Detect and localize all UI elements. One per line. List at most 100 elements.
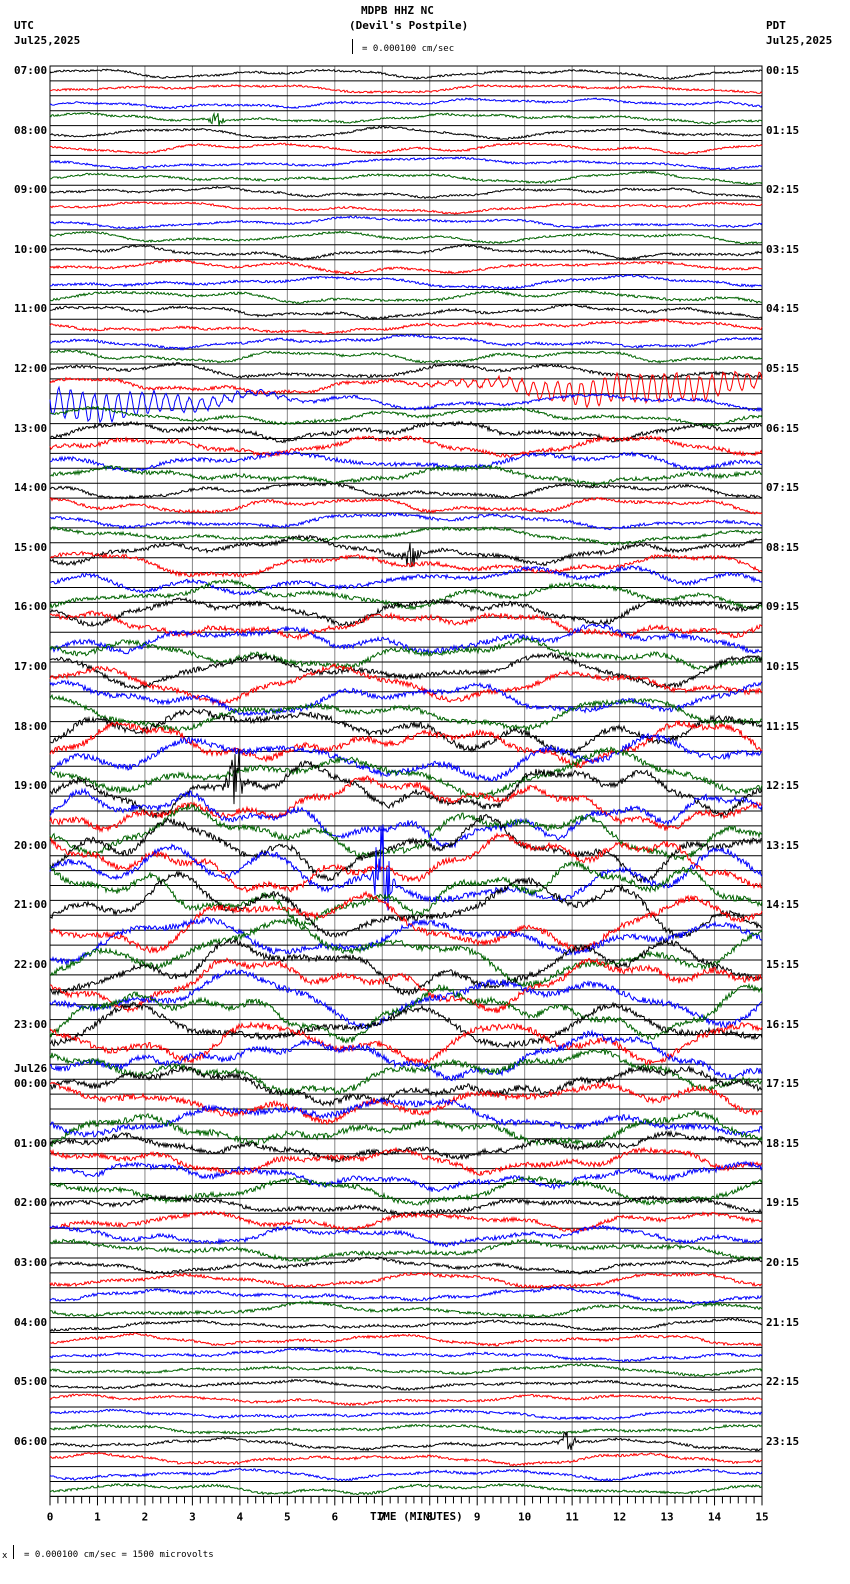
pdt-hour-label: 08:15 [766,540,800,554]
utc-hour-label: 00:00 [14,1077,48,1091]
seismic-trace [49,361,762,380]
footer-scale-note: = 0.000100 cm/sec = 1500 microvolts [24,1550,214,1560]
seismic-trace [49,1431,763,1452]
utc-hour-label: 18:00 [14,719,48,733]
x-tick-label: 9 [474,1510,481,1523]
utc-hour-label: 08:00 [14,123,48,137]
pdt-hour-label: 15:15 [766,958,800,971]
left-date: Jul25,2025 [14,34,81,47]
seismic-trace [50,333,763,351]
scale-bar-icon [352,39,357,54]
x-tick-label: 2 [142,1510,149,1523]
pdt-hour-label: 14:15 [766,898,800,912]
x-tick-label: 13 [660,1510,673,1523]
utc-hour-label: 19:00 [14,779,48,793]
seismic-trace [49,824,763,911]
seismic-trace [49,1408,763,1421]
seismic-trace [49,1451,763,1467]
utc-hour-label: 03:00 [14,1256,48,1269]
seismic-trace [49,732,763,783]
seismic-trace [49,564,763,596]
seismic-trace [50,1065,763,1108]
seismic-trace [49,200,763,215]
pdt-hour-label: 20:15 [766,1256,800,1269]
seismic-trace [49,303,763,321]
utc-hour-label: 01:00 [14,1136,48,1150]
seismic-trace [49,1299,763,1319]
pdt-hour-label: 02:15 [766,183,800,197]
station-title: MDPB HHZ NC [361,4,434,17]
seismic-trace [49,957,763,1014]
seismic-trace [49,370,763,409]
seismic-trace [49,679,763,717]
pdt-hour-label: 21:15 [766,1315,800,1329]
utc-hour-label: 02:00 [14,1196,48,1210]
pdt-hour-label: 03:15 [766,242,800,256]
seismic-trace [49,787,763,849]
pdt-hour-label: 23:15 [766,1434,800,1448]
seismic-trace [49,512,763,531]
x-tick-label: 8 [426,1510,433,1523]
seismic-trace [49,1129,763,1163]
pdt-hour-label: 10:15 [766,660,800,673]
utc-hour-label: 21:00 [14,898,48,912]
x-tick-label: 3 [189,1510,196,1523]
seismic-trace [49,230,763,245]
seismic-trace [49,1332,763,1347]
x-tick-label: 6 [331,1510,338,1523]
seismic-trace [49,482,763,500]
utc-hour-label: Jul26 [14,1062,48,1076]
seismic-trace [49,156,763,171]
seismic-trace [49,273,763,290]
x-tick-label: 10 [518,1510,531,1523]
seismic-trace [49,525,763,546]
seismic-trace [49,968,763,1030]
pdt-hour-label: 05:15 [766,362,800,375]
left-timezone: UTC [14,19,34,32]
utc-hour-label: 17:00 [14,660,48,673]
seismic-trace [49,550,763,579]
pdt-hour-label: 12:15 [766,779,800,793]
seismic-trace [50,406,763,428]
seismic-trace [49,622,763,655]
pdt-hour-label: 13:15 [766,838,800,852]
seismic-trace [50,125,762,141]
seismic-trace [49,746,763,800]
utc-hour-label: 10:00 [14,242,48,256]
seismic-trace [49,869,763,940]
seismic-trace [49,243,763,262]
seismic-trace [49,1285,763,1306]
x-axis-label: TIME (MINUTES) [370,1510,463,1523]
seismic-trace [49,1029,763,1082]
x-tick-label: 11 [566,1510,580,1523]
seismic-trace [49,1020,763,1066]
seismic-trace [49,1378,763,1392]
seismic-trace [50,450,763,474]
pdt-hour-label: 06:15 [766,421,800,435]
seismic-trace [50,1146,763,1177]
utc-hour-label: 05:00 [14,1375,48,1389]
pdt-hour-label: 17:15 [766,1077,800,1091]
x-tick-label: 15 [755,1510,768,1523]
pdt-hour-label: 07:15 [766,481,800,495]
right-date: Jul25,2025 [766,34,833,47]
utc-hour-label: 12:00 [14,362,48,375]
utc-hour-label: 23:00 [14,1017,48,1031]
footer-scale-bar-icon [13,1545,18,1559]
seismic-trace [49,1255,763,1276]
seismic-trace [49,318,763,335]
x-tick-label: 12 [613,1510,626,1523]
utc-hour-label: 15:00 [14,540,48,554]
utc-hour-label: 13:00 [14,421,48,435]
scale-label: = 0.000100 cm/sec [362,44,455,54]
seismic-trace [49,860,763,927]
utc-hour-label: 14:00 [14,481,48,495]
x-tick-label: 7 [379,1510,386,1523]
seismic-trace [49,215,763,230]
seismic-trace [49,802,763,862]
utc-hour-label: 04:00 [14,1315,48,1329]
x-tick-label: 0 [47,1510,54,1523]
seismic-trace [49,170,763,186]
seismic-trace [49,83,763,94]
